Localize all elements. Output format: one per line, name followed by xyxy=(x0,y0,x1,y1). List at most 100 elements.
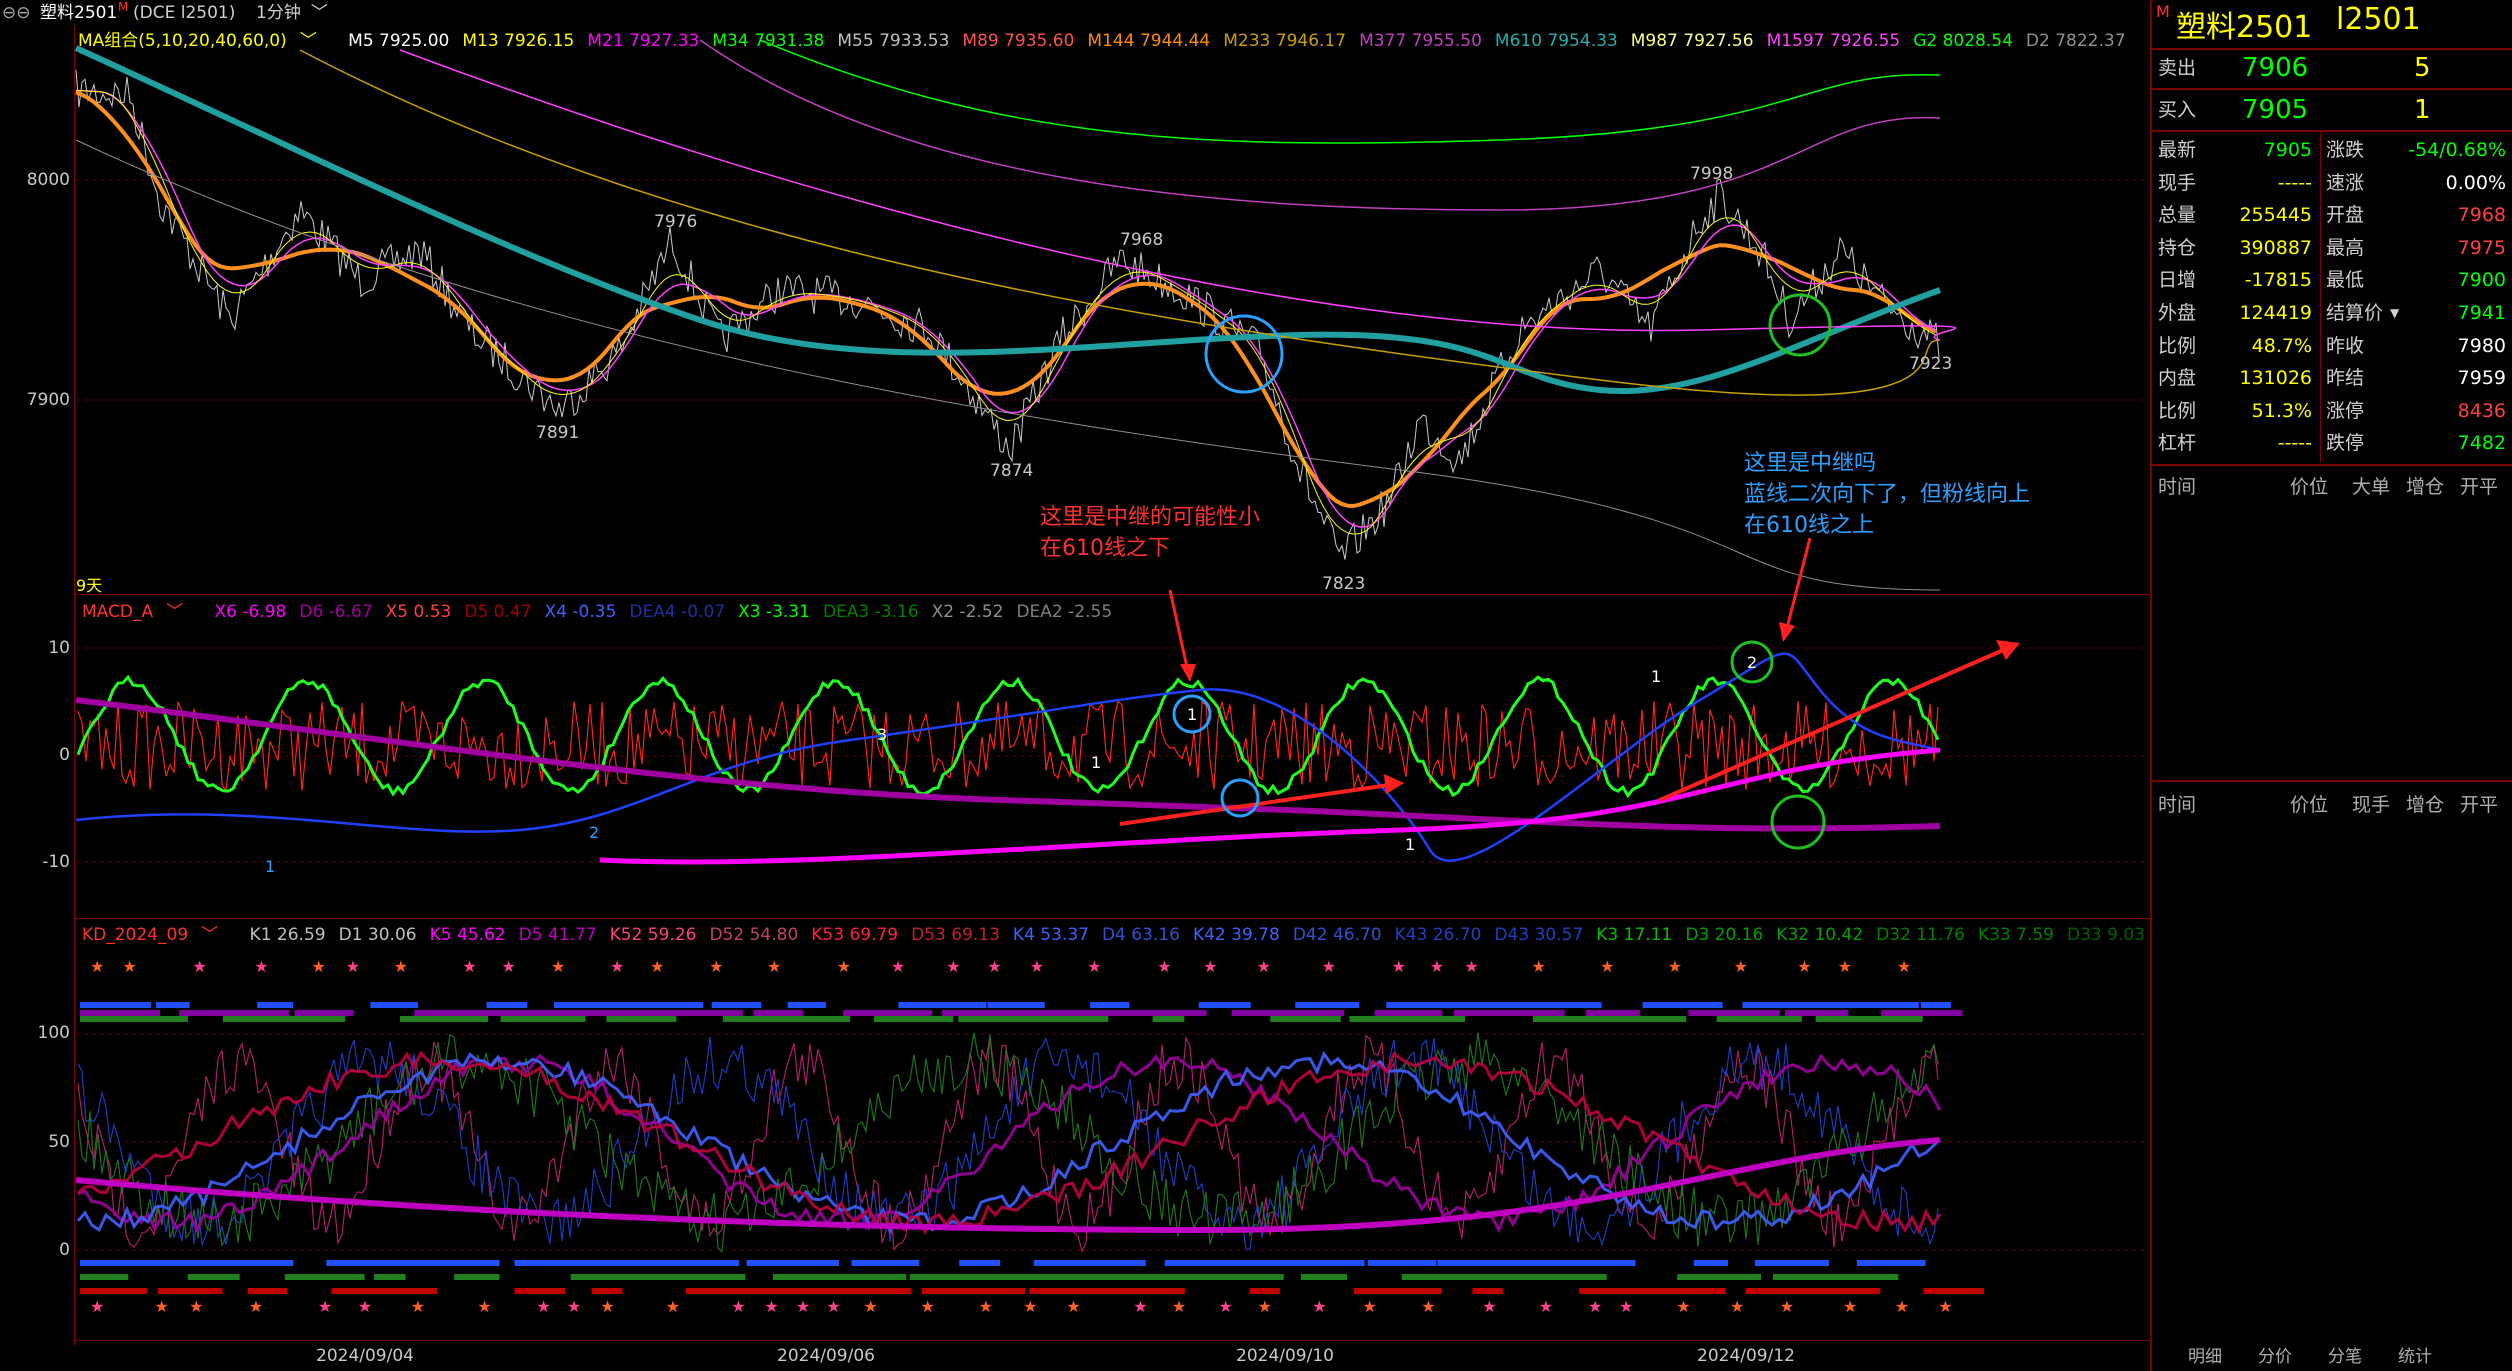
signal-bar xyxy=(1164,1260,1284,1266)
signal-bar xyxy=(1642,1002,1723,1008)
signal-bar xyxy=(1349,1016,1462,1022)
quote-field-label: 涨跌 xyxy=(2326,139,2365,161)
star-marker: ★ xyxy=(1258,1297,1272,1316)
signal-bar xyxy=(1693,1260,1729,1266)
signal-bar xyxy=(1450,1002,1543,1008)
signal-bar xyxy=(1353,1288,1442,1294)
chevron-down-icon: ﹀ xyxy=(310,3,328,23)
signal-bar xyxy=(1152,1016,1185,1022)
signal-bar xyxy=(1374,1010,1443,1016)
signal-bar xyxy=(326,1260,418,1266)
signal-bar xyxy=(669,1010,743,1016)
star-marker: ★ xyxy=(536,1297,550,1316)
star-marker: ★ xyxy=(192,957,206,976)
macd-legend-name[interactable]: MACD_A ﹀ xyxy=(82,602,184,622)
chart-area[interactable]: ⊖⊖ 塑料2501 M (DCE l2501) 1分钟 ﹀ MA组合(5,10,2… xyxy=(0,0,2150,1371)
signal-bar xyxy=(1622,1016,1687,1022)
signal-bar xyxy=(1249,1288,1280,1294)
divider xyxy=(2152,130,2512,132)
macd-axis-label: 10 xyxy=(48,638,70,658)
quote-field-label: 结算价 xyxy=(2326,302,2384,324)
link-icon[interactable]: ⊖⊖ xyxy=(2,3,31,23)
legend-item: M233 7946.17 xyxy=(1223,31,1347,51)
signal-bar xyxy=(959,1260,1001,1266)
quote-field-value: 8436 xyxy=(2457,399,2506,422)
period-selector[interactable]: 1分钟 ﹀ xyxy=(256,0,338,26)
legend-item: K5 45.62 xyxy=(429,925,506,945)
column-header: 开平 xyxy=(2460,476,2499,498)
star-marker: ★ xyxy=(394,957,408,976)
quote-row: 最新 7905 涨跌 -54/0.68% xyxy=(2152,134,2512,167)
signal-bar xyxy=(514,1260,635,1266)
signal-bar xyxy=(514,1288,566,1294)
ma-line xyxy=(399,49,1957,341)
quote-field-label: 杠杆 xyxy=(2158,432,2197,455)
star-marker: ★ xyxy=(155,1297,169,1316)
legend-item: D6 -6.67 xyxy=(299,602,373,622)
star-marker: ★ xyxy=(650,957,664,976)
quote-field-value: 7482 xyxy=(2457,432,2506,455)
ask-row[interactable]: 卖出 7906 5 xyxy=(2152,52,2512,85)
legend-item: M34 7931.38 xyxy=(712,31,825,51)
signal-bar xyxy=(1033,1260,1146,1266)
signal-bar xyxy=(80,1288,148,1294)
signal-bar xyxy=(148,1016,188,1022)
signal-bar xyxy=(1745,1288,1830,1294)
tab-2[interactable]: 分笔 xyxy=(2328,1347,2362,1367)
chevron-down-icon: ﹀ xyxy=(166,602,184,622)
star-marker: ★ xyxy=(1066,1297,1080,1316)
chevron-down-icon: ﹀ xyxy=(299,31,317,51)
legend-item: DEA2 -2.55 xyxy=(1016,602,1113,622)
ask-price: 7906 xyxy=(2242,53,2309,83)
price-axis-label: 8000 xyxy=(26,170,70,190)
bid-volume: 1 xyxy=(2414,95,2431,125)
axis-line xyxy=(74,1340,2150,1341)
quote-field-value: 131026 xyxy=(2239,367,2312,390)
signal-bar xyxy=(155,1002,190,1008)
signal-bar xyxy=(500,1016,586,1022)
quote-field-value: 7900 xyxy=(2457,269,2506,292)
quote-field-label: 最高 xyxy=(2326,236,2365,259)
signal-bar xyxy=(958,1016,1058,1022)
circle-label: 2 xyxy=(589,823,599,842)
signal-bar xyxy=(486,1002,528,1008)
quote-row: 比例 48.7% 昨收 7980 xyxy=(2152,330,2512,363)
chevron-down-icon[interactable]: ▼ xyxy=(2390,306,2400,320)
circle-label: 1 xyxy=(1405,835,1415,854)
macd-axis-label: 0 xyxy=(59,745,70,765)
quote-field-label: 外盘 xyxy=(2158,302,2197,324)
annotation-line: 这里是中继的可能性小 xyxy=(1040,505,1261,530)
star-marker: ★ xyxy=(411,1297,425,1316)
star-marker: ★ xyxy=(767,957,781,976)
kd-legend-name[interactable]: KD_2024_09 ﹀ xyxy=(82,925,219,945)
star-marker: ★ xyxy=(1668,957,1682,976)
axis-line xyxy=(74,26,75,1346)
chart-symbol[interactable]: 塑料2501 xyxy=(40,3,118,23)
signal-bar xyxy=(613,1260,728,1266)
ma-legend-name[interactable]: MA组合(5,10,20,40,60,0) ﹀ xyxy=(78,31,317,51)
signal-bar xyxy=(1742,1002,1843,1008)
signal-bar xyxy=(1437,1260,1547,1266)
signal-bar xyxy=(563,1010,674,1016)
trend-arrow xyxy=(1659,646,2009,802)
star-marker: ★ xyxy=(1482,1297,1496,1316)
signal-bar xyxy=(1521,1260,1601,1266)
legend-item: D2 7822.37 xyxy=(2025,31,2126,51)
signal-bar xyxy=(1313,1010,1345,1016)
star-marker: ★ xyxy=(90,1297,104,1316)
kd-axis-label: 0 xyxy=(59,1240,70,1260)
tab-1[interactable]: 分价 xyxy=(2258,1347,2292,1367)
ma-line xyxy=(75,89,1937,528)
legend-item: M5 7925.00 xyxy=(348,31,450,51)
tab-3[interactable]: 统计 xyxy=(2398,1347,2432,1367)
quote-row: 现手 ----- 速涨 0.00% xyxy=(2152,167,2512,200)
star-marker: ★ xyxy=(123,957,137,976)
signal-bar xyxy=(1415,1016,1466,1022)
tab-0[interactable]: 明细 xyxy=(2188,1347,2222,1367)
signal-bar xyxy=(1754,1260,1829,1266)
arrow-head xyxy=(1384,774,1404,794)
legend-item: DEA4 -0.07 xyxy=(629,602,726,622)
bid-row[interactable]: 买入 7905 1 xyxy=(2152,94,2512,127)
signal-bar xyxy=(1519,1010,1561,1016)
quote-field-label: 比例 xyxy=(2158,399,2197,422)
